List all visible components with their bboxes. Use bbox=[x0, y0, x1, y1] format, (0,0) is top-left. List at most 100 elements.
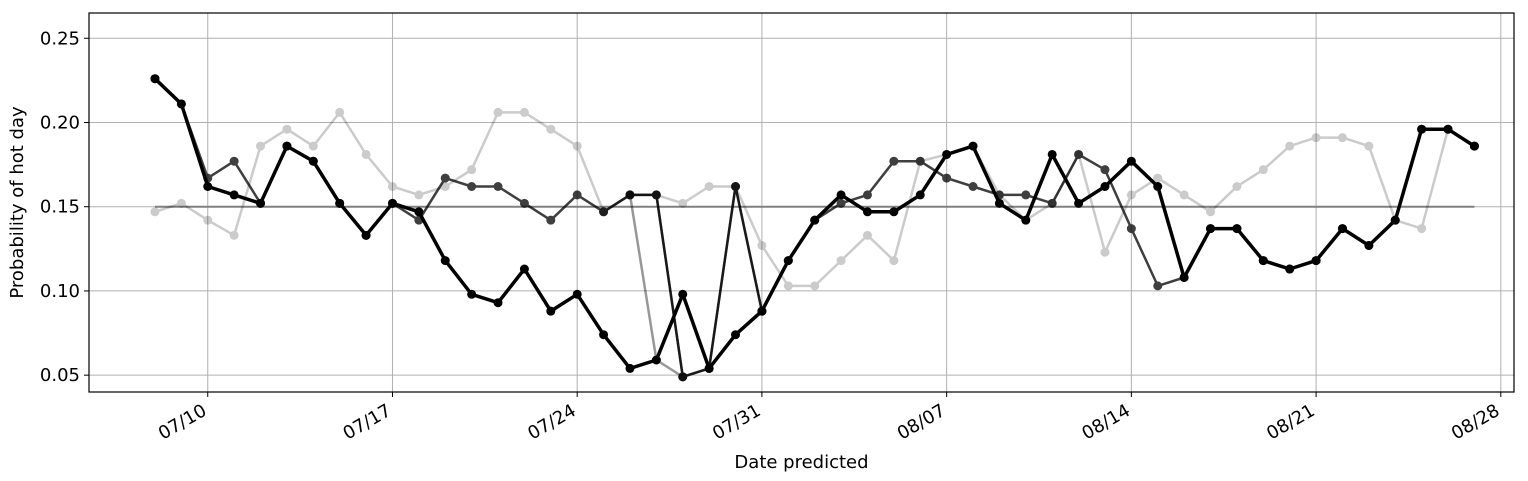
data-point bbox=[599, 207, 609, 217]
series-3 bbox=[625, 181, 767, 382]
data-point bbox=[1179, 272, 1189, 282]
data-point bbox=[1469, 141, 1479, 151]
data-point bbox=[1126, 224, 1136, 234]
data-point bbox=[150, 207, 160, 217]
data-point bbox=[176, 99, 186, 109]
data-point bbox=[467, 181, 477, 191]
data-point bbox=[1364, 240, 1374, 250]
data-point bbox=[176, 198, 186, 208]
data-point bbox=[862, 207, 872, 217]
series-2 bbox=[599, 190, 688, 382]
data-point bbox=[335, 107, 345, 117]
data-point bbox=[572, 190, 582, 200]
data-point bbox=[414, 207, 424, 217]
data-point bbox=[203, 181, 213, 191]
data-point bbox=[519, 264, 529, 274]
data-point bbox=[678, 289, 688, 299]
data-point bbox=[493, 181, 503, 191]
data-point bbox=[256, 198, 266, 208]
data-point bbox=[1153, 173, 1163, 183]
data-point bbox=[440, 173, 450, 183]
data-point bbox=[493, 107, 503, 117]
data-point bbox=[836, 198, 846, 208]
data-point bbox=[1100, 165, 1110, 175]
data-point bbox=[1417, 124, 1427, 134]
data-point bbox=[1100, 247, 1110, 257]
data-point bbox=[308, 156, 318, 166]
data-point bbox=[625, 363, 635, 373]
data-point bbox=[519, 198, 529, 208]
data-point bbox=[1364, 141, 1374, 151]
y-tick-label: 0.05 bbox=[40, 365, 80, 386]
x-tick-label: 08/28 bbox=[1448, 400, 1503, 444]
data-point bbox=[678, 372, 688, 382]
data-point bbox=[1153, 181, 1163, 191]
data-point bbox=[1074, 149, 1084, 159]
data-point bbox=[1206, 224, 1216, 234]
data-point bbox=[1153, 281, 1163, 291]
series-4 bbox=[150, 74, 1479, 382]
series-line bbox=[153, 111, 1476, 288]
data-point bbox=[1232, 224, 1242, 234]
data-point bbox=[810, 281, 820, 291]
x-tick-label: 08/07 bbox=[894, 400, 949, 444]
data-point bbox=[889, 156, 899, 166]
data-point bbox=[889, 256, 899, 266]
data-point bbox=[493, 298, 503, 308]
data-point bbox=[282, 141, 292, 151]
x-axis-label: Date predicted bbox=[734, 452, 868, 473]
data-point bbox=[282, 124, 292, 134]
data-point bbox=[256, 141, 266, 151]
data-point bbox=[625, 190, 635, 200]
data-point bbox=[678, 198, 688, 208]
data-point bbox=[546, 215, 556, 225]
data-point bbox=[1337, 133, 1347, 143]
data-point bbox=[1179, 190, 1189, 200]
series-layer bbox=[150, 74, 1479, 382]
data-point bbox=[335, 198, 345, 208]
data-point bbox=[942, 173, 952, 183]
data-point bbox=[414, 190, 424, 200]
data-point bbox=[1417, 224, 1427, 234]
data-point bbox=[862, 190, 872, 200]
x-tick-label: 08/21 bbox=[1263, 400, 1318, 444]
data-point bbox=[572, 141, 582, 151]
data-point bbox=[203, 215, 213, 225]
data-point bbox=[1285, 141, 1295, 151]
data-point bbox=[229, 230, 239, 240]
data-point bbox=[731, 330, 741, 340]
data-point bbox=[942, 149, 952, 159]
data-point bbox=[1206, 207, 1216, 217]
y-axis-label: Probability of hot day bbox=[7, 106, 28, 299]
data-point bbox=[1047, 149, 1057, 159]
data-point bbox=[1311, 133, 1321, 143]
data-point bbox=[862, 230, 872, 240]
grid bbox=[89, 13, 1514, 392]
data-point bbox=[1074, 198, 1084, 208]
data-point bbox=[467, 289, 477, 299]
data-point bbox=[229, 156, 239, 166]
data-point bbox=[361, 149, 371, 159]
x-tick-label: 07/24 bbox=[524, 400, 579, 444]
series-1 bbox=[150, 107, 1479, 291]
x-tick-label: 07/31 bbox=[709, 400, 764, 444]
series-line bbox=[153, 77, 1476, 379]
data-point bbox=[1311, 256, 1321, 266]
data-point bbox=[783, 256, 793, 266]
data-point bbox=[1443, 124, 1453, 134]
data-point bbox=[1021, 215, 1031, 225]
data-point bbox=[1258, 256, 1268, 266]
data-point bbox=[440, 181, 450, 191]
data-point bbox=[361, 230, 371, 240]
x-tick-label: 08/14 bbox=[1078, 400, 1133, 444]
data-point bbox=[1258, 165, 1268, 175]
y-tick-label: 0.10 bbox=[40, 281, 80, 302]
data-point bbox=[757, 240, 767, 250]
y-tick-label: 0.20 bbox=[40, 112, 80, 133]
data-point bbox=[836, 256, 846, 266]
data-point bbox=[731, 181, 741, 191]
data-point bbox=[889, 207, 899, 217]
data-point bbox=[1337, 224, 1347, 234]
data-point bbox=[757, 306, 767, 316]
data-point bbox=[783, 281, 793, 291]
